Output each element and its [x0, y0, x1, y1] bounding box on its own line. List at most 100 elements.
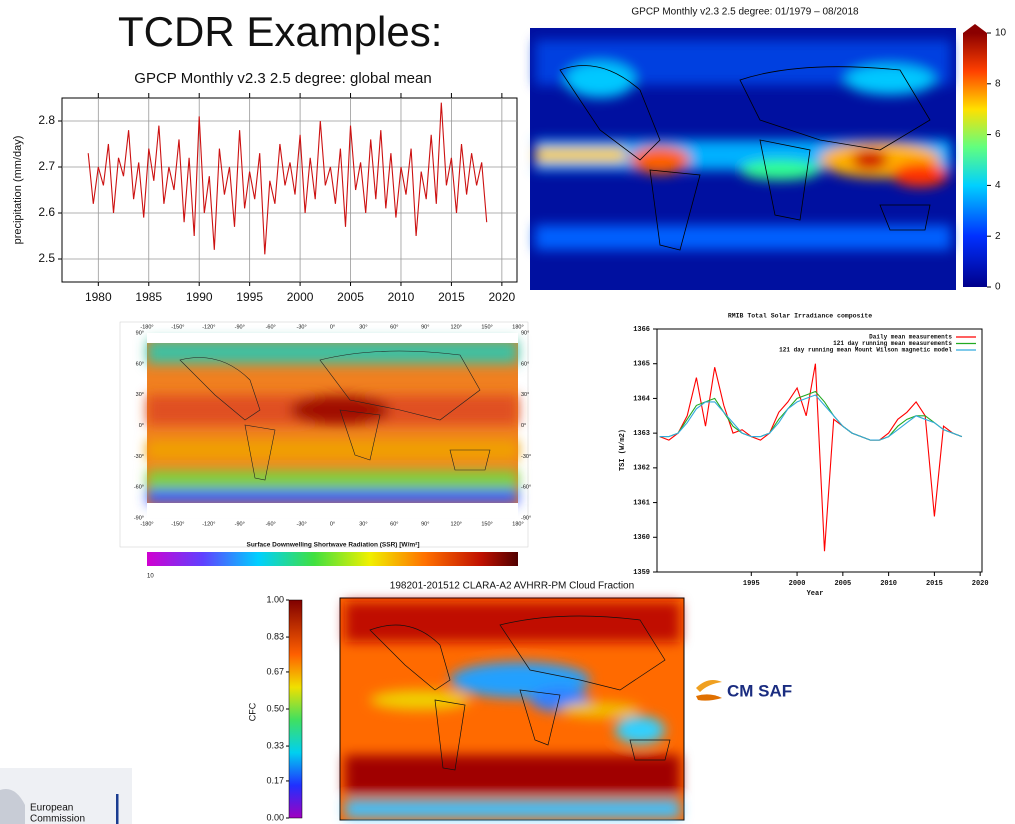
lon-label: 0° — [330, 521, 335, 527]
data-line — [659, 394, 963, 441]
plot-frame — [61, 97, 518, 283]
lon-label: 150° — [481, 521, 492, 527]
x-tick-label: 2005 — [834, 580, 851, 588]
x-tick-label: 2010 — [388, 290, 415, 304]
lat-label: -60° — [134, 485, 144, 491]
y-tick-label: 1361 — [633, 499, 650, 507]
x-tick-label: 2020 — [972, 580, 989, 588]
y-tick-label: 1360 — [633, 534, 650, 542]
lon-label: 30° — [359, 324, 367, 330]
lon-label: -120° — [202, 324, 215, 330]
y-tick-label: 2.8 — [38, 113, 55, 127]
lon-label: -30° — [297, 324, 307, 330]
ec-logo: European Commission — [0, 768, 132, 824]
x-tick-label: 2010 — [880, 580, 897, 588]
lon-label: -60° — [266, 324, 276, 330]
lon-label: 90° — [421, 521, 429, 527]
lon-label: 30° — [359, 521, 367, 527]
colorbar-tick-label: 2 — [995, 231, 1001, 242]
colorbar-tick-label: 8 — [995, 78, 1001, 89]
lon-label: -180° — [140, 324, 153, 330]
lon-label: -150° — [171, 324, 184, 330]
x-axis-label: Year — [807, 590, 824, 598]
lon-label: -120° — [202, 521, 215, 527]
gpcp-map — [530, 28, 956, 290]
y-tick-label: 1365 — [633, 361, 650, 369]
legend-label: 121 day running mean measurements — [833, 340, 952, 347]
lat-label: 90° — [136, 330, 144, 336]
colorbar-tick-label: 0 — [995, 282, 1001, 293]
lat-label: 30° — [136, 392, 144, 398]
colorbar-label: CFC — [247, 702, 257, 721]
chart-title: Surface Downwelling Shortwave Radiation … — [247, 542, 420, 549]
cfc-map — [339, 597, 685, 821]
x-tick-label: 1995 — [236, 290, 263, 304]
lon-label: -90° — [235, 521, 245, 527]
data-line — [659, 363, 963, 552]
cfc-colorbar — [288, 599, 303, 819]
chart-title: 198201-201512 CLARA-A2 AVHRR-PM Cloud Fr… — [390, 581, 634, 592]
y-tick-label: 2.7 — [38, 159, 55, 173]
x-tick-label: 1980 — [85, 290, 112, 304]
gpcp-colorbar — [963, 33, 987, 287]
colorbar-tick-label: 10 — [995, 28, 1007, 39]
lat-label: 60° — [136, 361, 144, 367]
y-tick-label: 1366 — [633, 326, 650, 334]
colorbar-tick-label: 0.50 — [266, 703, 284, 713]
x-tick-label: 2000 — [287, 290, 314, 304]
x-tick-label: 2000 — [789, 580, 806, 588]
ssr-colorbar — [147, 552, 518, 566]
lat-label: 30° — [521, 392, 529, 398]
colorbar-tick-label: 1.00 — [266, 594, 284, 604]
y-tick-label: 1364 — [633, 395, 650, 403]
lat-label: 0° — [139, 423, 144, 429]
x-tick-label: 1995 — [743, 580, 760, 588]
y-tick-label: 1359 — [633, 569, 650, 577]
lon-label: 120° — [450, 324, 461, 330]
lat-label: -30° — [521, 454, 531, 460]
colorbar-tick-label: 0.33 — [266, 740, 284, 750]
colorbar-tick-label: 6 — [995, 129, 1001, 140]
colorbar-tick-label: 4 — [995, 180, 1001, 191]
colorbar-extend — [963, 24, 987, 33]
lat-label: -60° — [521, 485, 531, 491]
data-line — [87, 102, 488, 255]
legend-label: 121 day running mean Mount Wilson magnet… — [779, 347, 952, 354]
lon-label: -30° — [297, 521, 307, 527]
colorbar-tick-label: 10 — [147, 574, 154, 580]
y-axis-label: precipitation (mm/day) — [12, 136, 24, 245]
ssr-map — [119, 321, 529, 548]
x-tick-label: 1990 — [186, 290, 213, 304]
ec-text: Commission — [30, 814, 85, 824]
lon-label: 0° — [330, 324, 335, 330]
x-tick-label: 2015 — [438, 290, 465, 304]
lat-label: 0° — [521, 423, 526, 429]
y-tick-label: 1363 — [633, 430, 650, 438]
lon-label: 60° — [390, 324, 398, 330]
y-tick-label: 2.6 — [38, 205, 55, 219]
lon-label: -180° — [140, 521, 153, 527]
x-tick-label: 1985 — [135, 290, 162, 304]
colorbar-tick-label: 0.00 — [266, 812, 284, 822]
lat-label: -30° — [134, 454, 144, 460]
cmsaf-logo: CM SAF — [696, 680, 792, 701]
chart-title: RMIB Total Solar Irradiance composite — [728, 313, 872, 320]
lon-label: -150° — [171, 521, 184, 527]
lon-label: 180° — [512, 521, 523, 527]
lon-label: 60° — [390, 521, 398, 527]
lon-label: 150° — [481, 324, 492, 330]
cmsaf-text: CM SAF — [727, 681, 792, 700]
ec-text: European — [30, 803, 73, 814]
y-tick-label: 1362 — [633, 465, 650, 473]
data-line — [659, 390, 963, 441]
slide-title: TCDR Examples: — [118, 8, 442, 55]
x-tick-label: 2020 — [489, 290, 516, 304]
lat-label: 60° — [521, 361, 529, 367]
chart-title: GPCP Monthly v2.3 2.5 degree: global mea… — [134, 70, 431, 87]
lon-label: 90° — [421, 324, 429, 330]
plot-frame — [656, 328, 983, 573]
lat-label: -90° — [521, 515, 531, 521]
y-tick-label: 2.5 — [38, 251, 55, 265]
